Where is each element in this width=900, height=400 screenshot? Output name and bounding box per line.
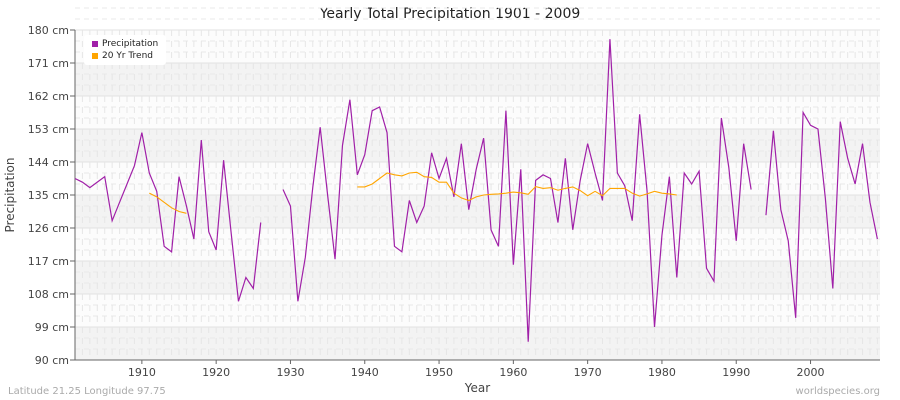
y-tick-label: 180 cm bbox=[28, 24, 69, 37]
precipitation-line bbox=[74, 132, 262, 302]
y-tick-label: 162 cm bbox=[28, 90, 69, 103]
precipitation-line bbox=[282, 39, 752, 342]
y-tick-label: 153 cm bbox=[28, 123, 69, 136]
y-tick-label: 126 cm bbox=[28, 222, 69, 235]
chart-title: Yearly Total Precipitation 1901 - 2009 bbox=[319, 6, 581, 22]
x-tick-label: 1980 bbox=[648, 366, 676, 379]
grid-band bbox=[75, 327, 880, 360]
location-label: Latitude 21.25 Longitude 97.75 bbox=[8, 386, 166, 397]
y-tick-label: 171 cm bbox=[28, 57, 69, 70]
precipitation-line bbox=[765, 110, 878, 318]
legend-label: 20 Yr Trend bbox=[102, 51, 154, 61]
trend-line bbox=[357, 171, 677, 202]
x-tick-label: 2000 bbox=[797, 366, 825, 379]
x-tick-label: 1970 bbox=[574, 366, 602, 379]
x-tick-label: 1950 bbox=[425, 366, 453, 379]
x-tick-label: 1960 bbox=[499, 366, 527, 379]
y-tick-label: 108 cm bbox=[28, 288, 69, 301]
y-tick-label: 135 cm bbox=[28, 189, 69, 202]
x-tick-label: 1920 bbox=[202, 366, 230, 379]
legend-swatch bbox=[92, 41, 98, 47]
y-tick-label: 144 cm bbox=[28, 156, 69, 169]
legend-swatch bbox=[92, 53, 98, 59]
grid-band bbox=[75, 63, 880, 96]
legend-label: Precipitation bbox=[102, 39, 159, 49]
y-axis-label: Precipitation bbox=[3, 157, 17, 232]
site-label: worldspecies.org bbox=[795, 386, 880, 397]
x-tick-label: 1910 bbox=[128, 366, 156, 379]
trend-line bbox=[149, 192, 187, 214]
x-tick-label: 1930 bbox=[276, 366, 304, 379]
y-tick-label: 117 cm bbox=[28, 255, 69, 268]
x-tick-label: 1990 bbox=[722, 366, 750, 379]
legend: Precipitation 20 Yr Trend bbox=[84, 35, 167, 65]
y-tick-label: 90 cm bbox=[35, 354, 69, 367]
x-axis-label: Year bbox=[464, 381, 490, 395]
legend-item-trend: 20 Yr Trend bbox=[92, 50, 158, 62]
x-tick-label: 1940 bbox=[351, 366, 379, 379]
y-tick-label: 99 cm bbox=[35, 321, 69, 334]
grid-band bbox=[75, 129, 880, 162]
grid-band bbox=[75, 261, 880, 294]
legend-item-precipitation: Precipitation bbox=[92, 38, 158, 50]
